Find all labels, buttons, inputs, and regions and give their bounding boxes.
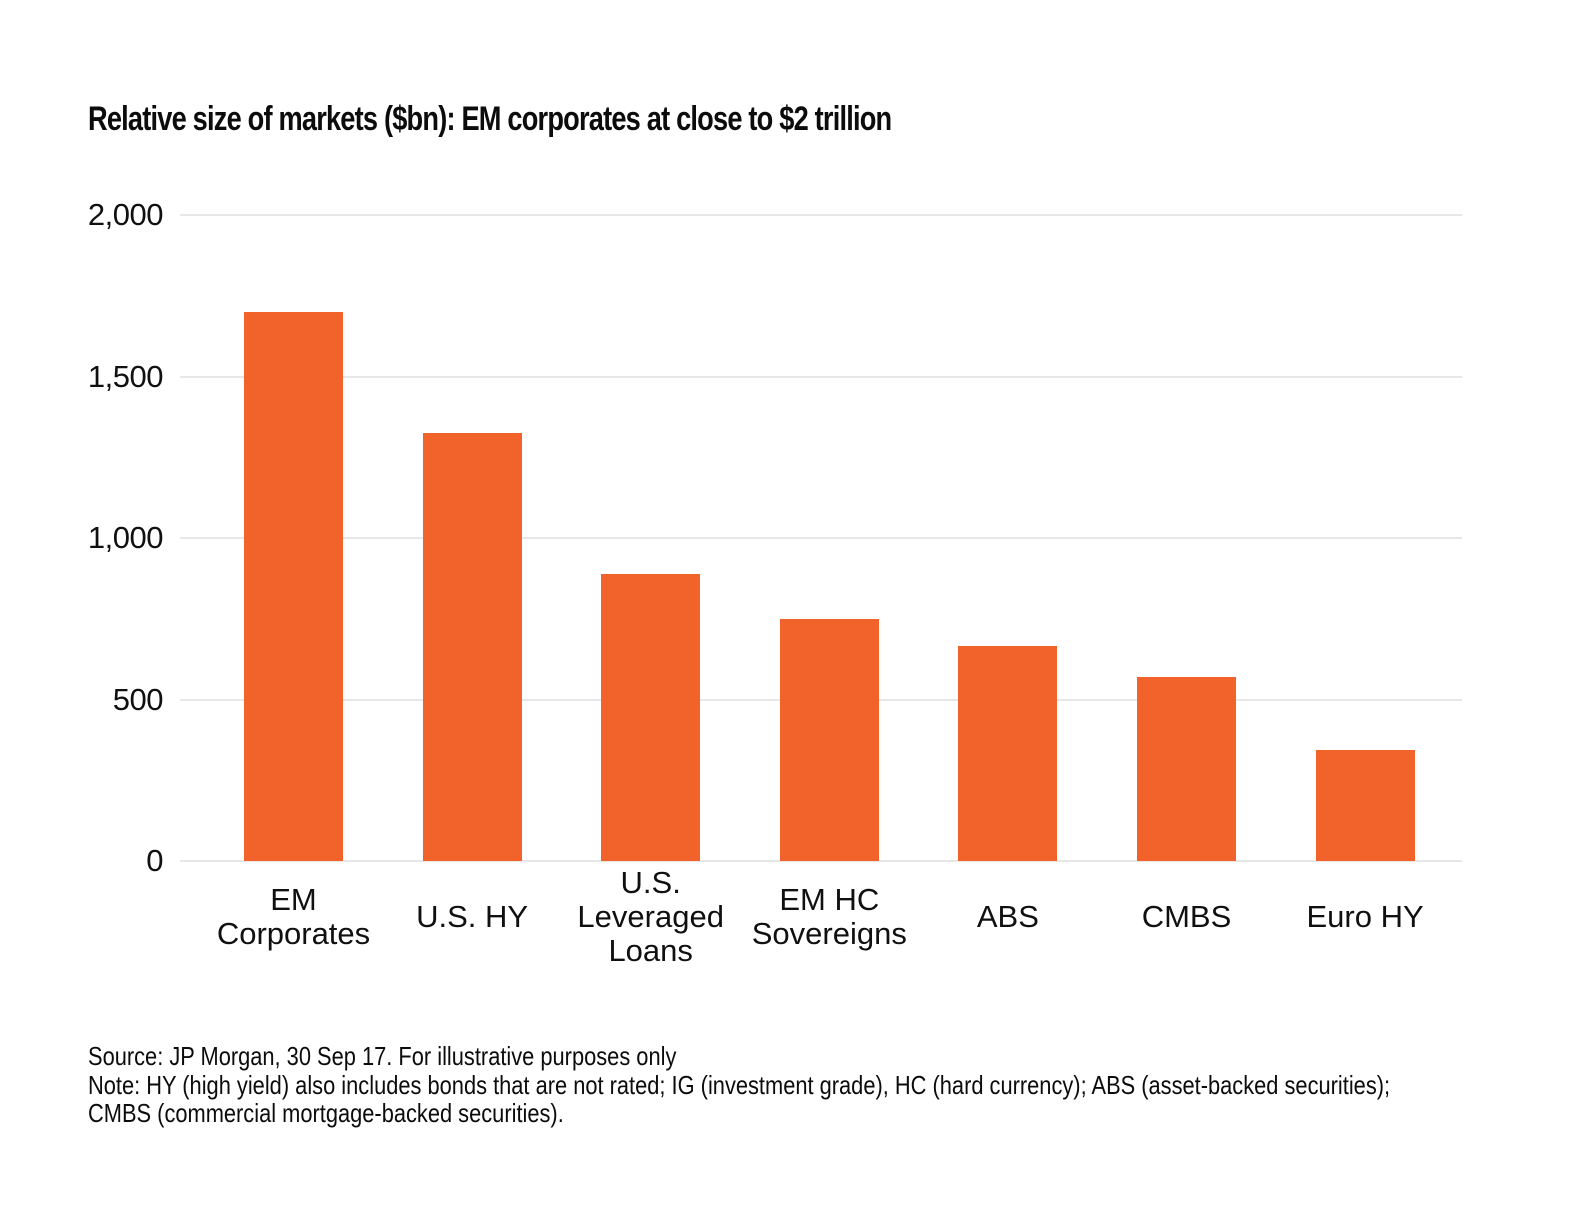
gridline — [180, 214, 1462, 216]
bar-em-corporates — [244, 311, 343, 861]
bar-euro-hy — [1315, 749, 1415, 861]
x-tick-label-abs: ABS — [976, 899, 1039, 934]
gridline — [180, 375, 1462, 378]
gridline — [180, 860, 1462, 862]
x-tick-label-em-corporates: EM Corporates — [216, 882, 371, 951]
bar-cmbs — [1137, 676, 1236, 861]
chart-footer: Source: JP Morgan, 30 Sep 17. For illust… — [88, 1042, 1474, 1128]
gridline — [180, 537, 1462, 539]
bar-u-s-hy — [422, 433, 522, 861]
footnote-text: Note: HY (high yield) also includes bond… — [88, 1069, 1391, 1128]
source-text: Source: JP Morgan, 30 Sep 17. For illust… — [88, 1041, 677, 1071]
y-tick-label: 500 — [112, 681, 164, 717]
bar-u-s-leveraged-loans — [601, 573, 701, 861]
y-tick-label: 1,500 — [87, 358, 164, 394]
chart-title: Relative size of markets ($bn): EM corpo… — [88, 100, 892, 138]
y-tick-label: 1,000 — [87, 520, 164, 555]
x-tick-label-em-hc-sovereigns: EM HC Sovereigns — [751, 882, 907, 951]
x-tick-label-u-s-hy: U.S. HY — [416, 899, 529, 934]
bar-em-hc-sovereigns — [779, 618, 879, 861]
y-tick-label: 0 — [146, 843, 163, 878]
y-tick-label: 2,000 — [87, 197, 164, 232]
x-tick-label-euro-hy: Euro HY — [1306, 899, 1424, 934]
x-tick-label-cmbs: CMBS — [1141, 899, 1232, 934]
x-tick-label-u-s-leveraged-loans: U.S. Leveraged Loans — [577, 865, 724, 968]
bar-abs — [958, 646, 1058, 861]
